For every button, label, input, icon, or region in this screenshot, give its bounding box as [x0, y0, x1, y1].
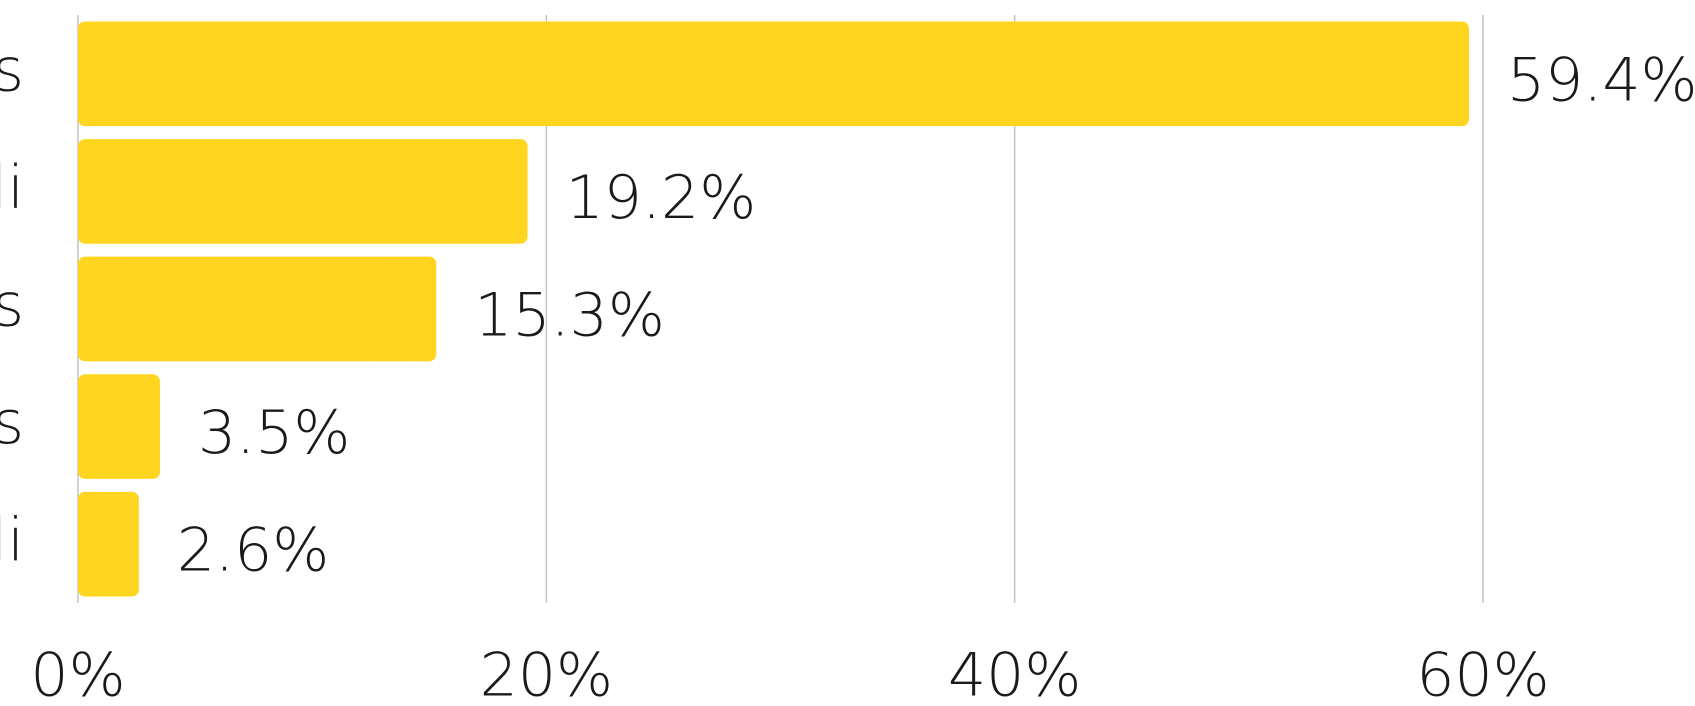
value-label: 59.4%	[1507, 45, 1695, 115]
value-label: 2.6%	[177, 516, 329, 586]
bar	[78, 374, 160, 479]
y-tick-label: s	[0, 388, 24, 458]
bar	[78, 139, 528, 244]
value-label: 3.5%	[198, 398, 350, 468]
y-tick-label: s	[0, 271, 24, 341]
x-tick-label: 20%	[480, 641, 613, 706]
x-tick-label: 0%	[30, 641, 125, 706]
y-tick-label: li	[0, 153, 24, 223]
y-tick-label: li	[0, 506, 24, 576]
bar	[78, 21, 1469, 127]
bar	[78, 256, 437, 362]
x-tick-label: 60%	[1416, 641, 1549, 706]
value-label: 15.3%	[474, 281, 665, 351]
value-label: 19.2%	[566, 163, 757, 233]
bar	[78, 491, 139, 597]
x-tick-label: 40%	[948, 641, 1081, 706]
y-tick-label: s	[0, 35, 24, 105]
